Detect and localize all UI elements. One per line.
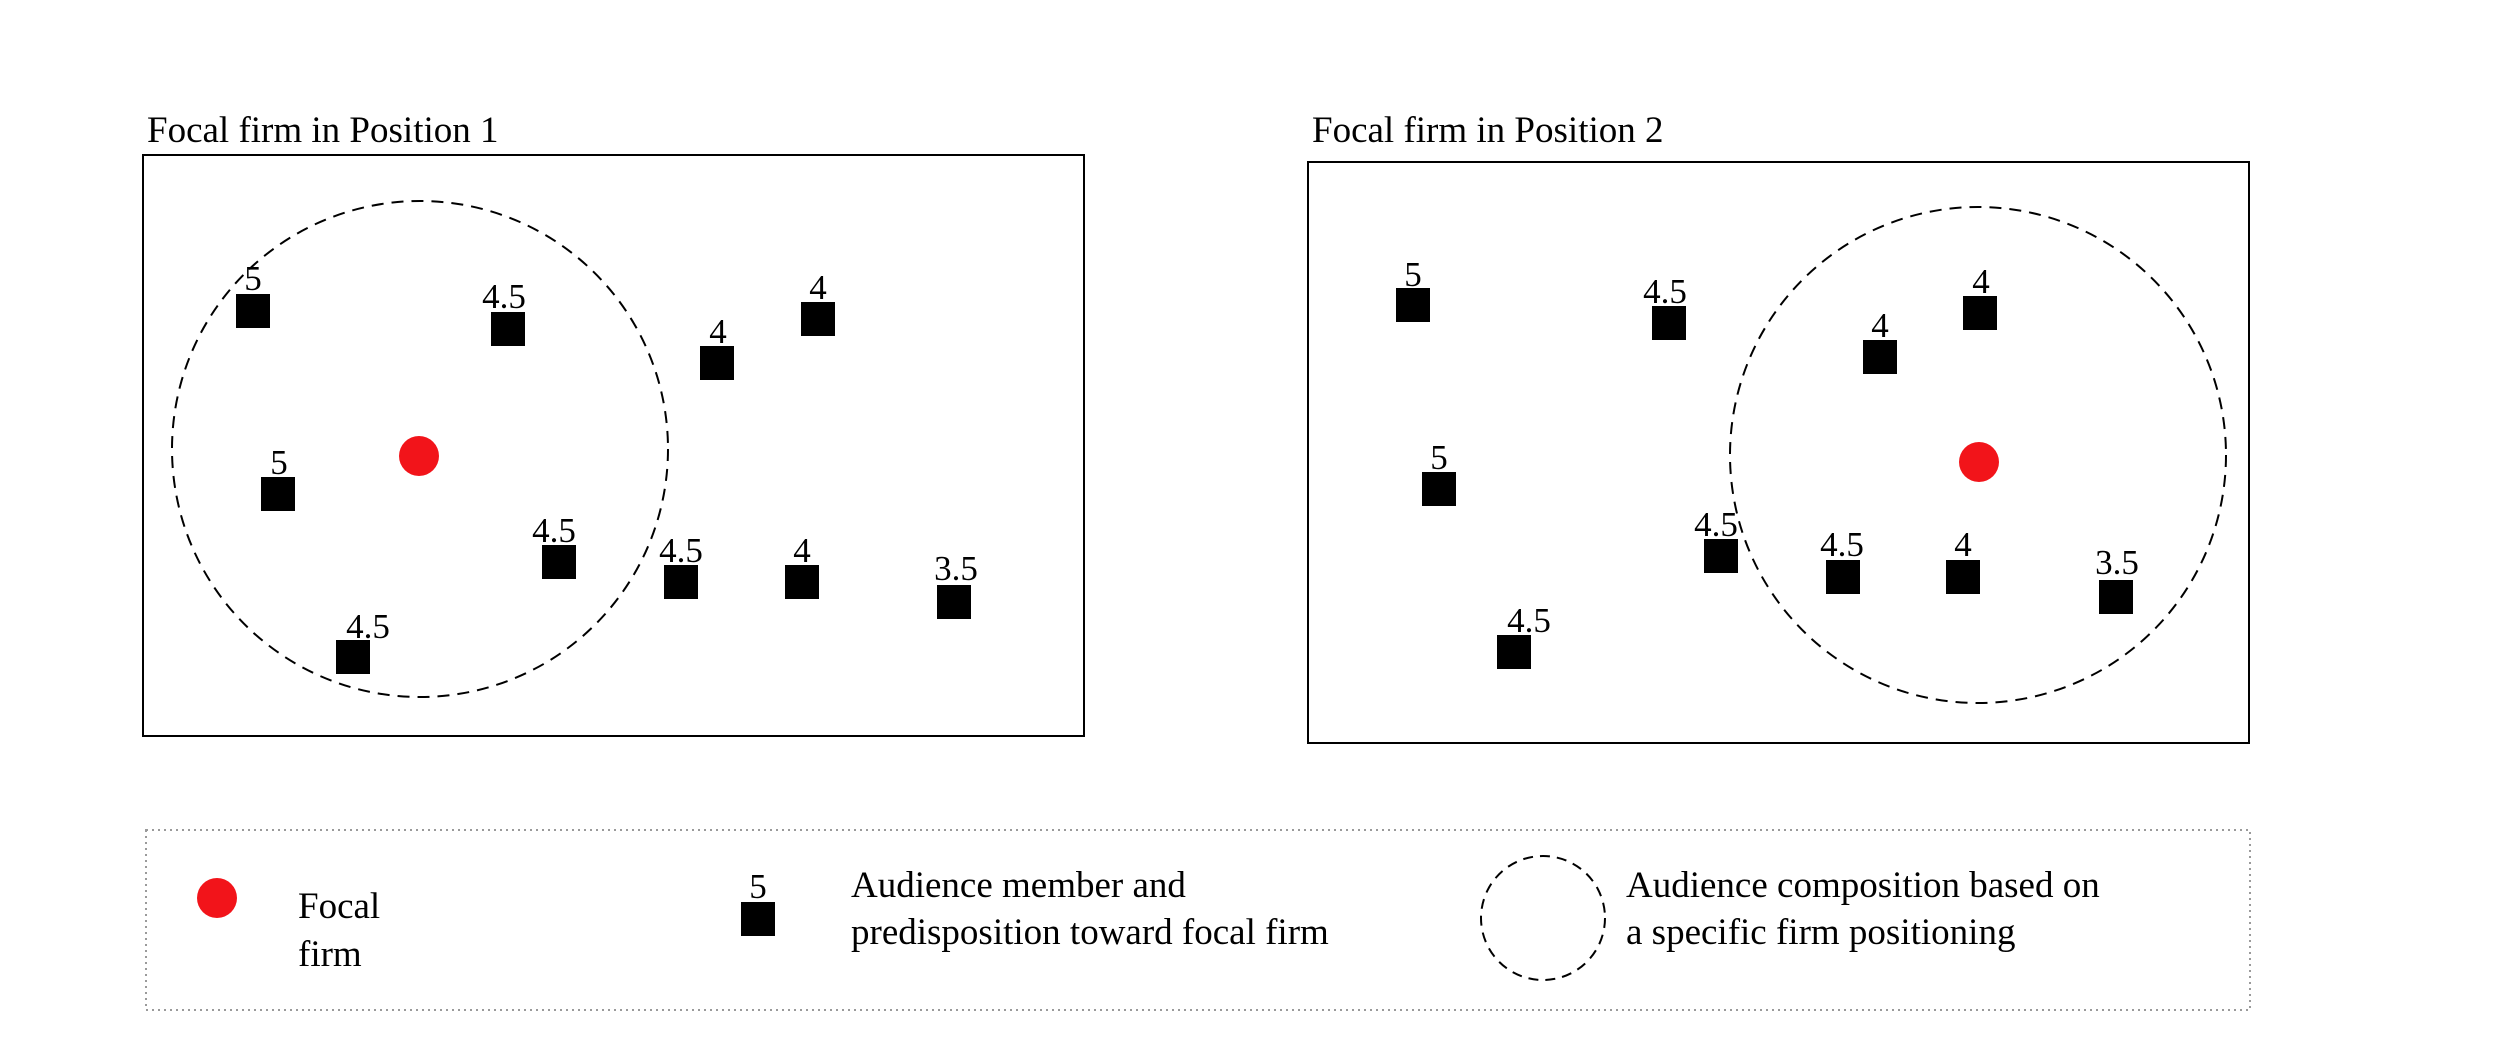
legend-focal-firm-swatch: [197, 878, 237, 918]
legend-focal-firm-label-line2: firm: [298, 934, 362, 975]
panel-2-audience-member: 3.5: [2095, 543, 2139, 614]
panel-1-focal-firm: [399, 436, 439, 476]
audience-member-label: 4.5: [1820, 525, 1864, 564]
audience-member-label: 4.5: [482, 277, 526, 316]
panel-2-title: Focal firm in Position 2: [1312, 110, 1664, 151]
panel-1-audience-member: 4.5: [532, 511, 576, 579]
legend-audience-composition-label-line1: Audience composition based on: [1626, 865, 2100, 906]
panel-1-audience-composition-circle: [171, 200, 669, 698]
panel-2-audience-member: 5: [1422, 438, 1456, 506]
audience-member-marker: [664, 565, 698, 599]
audience-member-label: 3.5: [2095, 543, 2139, 582]
legend-item-audience-composition: Audience composition based on a specific…: [1480, 855, 2100, 981]
panel-2-audience-member: 5: [1396, 255, 1430, 322]
legend-frame: [145, 829, 2251, 1011]
legend-item-audience-member: 5 Audience member and predisposition tow…: [741, 865, 1329, 953]
panel-position-2: Focal firm in Position 2 5 4.5 4 4 5 4.5: [1307, 110, 2250, 744]
panel-1-audience-member: 3.5: [934, 549, 978, 619]
audience-member-marker: [2099, 580, 2133, 614]
audience-member-marker: [1652, 306, 1686, 340]
audience-member-label: 4: [1972, 262, 1990, 301]
panel-2-audience-member: 4: [1863, 306, 1897, 374]
audience-member-marker: [1863, 340, 1897, 374]
audience-member-label: 5: [270, 443, 288, 482]
panel-1-audience-member: 5: [236, 259, 270, 328]
panel-2-audience-member: 4: [1946, 525, 1980, 594]
audience-member-label: 4: [1954, 525, 1972, 564]
panel-1-audience-member: 4: [785, 531, 819, 599]
legend: Focal firm 5 Audience member and predisp…: [145, 829, 2251, 1011]
panel-1-audience-member: 5: [261, 443, 295, 511]
panel-1-audience-member: 4: [801, 268, 835, 336]
panel-2-audience-member: 4.5: [1694, 505, 1738, 573]
audience-member-label: 3.5: [934, 549, 978, 588]
audience-member-label: 5: [244, 259, 262, 298]
audience-member-label: 4.5: [1694, 505, 1738, 544]
panel-1-audience-member: 4.5: [659, 531, 703, 599]
audience-member-marker: [937, 585, 971, 619]
panel-1-audience-member: 4: [700, 312, 734, 380]
legend-focal-firm-label-line1: Focal: [298, 886, 380, 927]
audience-member-marker: [542, 545, 576, 579]
audience-member-marker: [1946, 560, 1980, 594]
audience-member-label: 4.5: [1507, 601, 1551, 640]
panel-1-frame: [142, 154, 1085, 737]
legend-audience-member-label-line2: predisposition toward focal firm: [851, 912, 1329, 953]
audience-member-label: 4: [1871, 306, 1889, 345]
audience-member-marker: [1396, 288, 1430, 322]
audience-member-label: 4.5: [1643, 272, 1687, 311]
audience-member-label: 4: [709, 312, 727, 351]
audience-member-marker: [336, 640, 370, 674]
panel-1-audience-member: 4.5: [482, 277, 526, 346]
legend-audience-composition-swatch: [1480, 855, 1606, 981]
audience-member-marker: [700, 346, 734, 380]
audience-member-label: 4: [809, 268, 827, 307]
legend-audience-member-sample-label: 5: [749, 867, 767, 906]
panel-2-frame: [1307, 161, 2250, 744]
panel-1-audience-member: 4.5: [336, 607, 390, 674]
audience-member-marker: [801, 302, 835, 336]
legend-audience-member-swatch: [741, 902, 775, 936]
audience-member-marker: [1963, 296, 1997, 330]
audience-member-marker: [1704, 539, 1738, 573]
audience-member-label: 4: [793, 531, 811, 570]
audience-member-marker: [1422, 472, 1456, 506]
panel-2-audience-member: 4: [1963, 262, 1997, 330]
panel-2-audience-member: 4.5: [1497, 601, 1551, 669]
panel-2-audience-member: 4.5: [1643, 272, 1687, 340]
audience-member-marker: [1497, 635, 1531, 669]
audience-member-marker: [491, 312, 525, 346]
audience-member-marker: [261, 477, 295, 511]
panel-2-audience-composition-circle: [1729, 206, 2227, 704]
panel-2-audience-member: 4.5: [1820, 525, 1864, 594]
legend-audience-composition-label-line2: a specific firm positioning: [1626, 912, 2015, 953]
audience-member-label: 5: [1430, 438, 1448, 477]
panel-2-focal-firm: [1959, 442, 1999, 482]
panel-1-title: Focal firm in Position 1: [147, 110, 499, 151]
panel-position-1: Focal firm in Position 1 5 4.5 4 4 5 4.5: [142, 110, 1085, 737]
audience-member-label: 4.5: [346, 607, 390, 646]
audience-member-label: 4.5: [532, 511, 576, 550]
audience-member-marker: [236, 294, 270, 328]
audience-member-marker: [1826, 560, 1860, 594]
audience-member-label: 5: [1404, 255, 1422, 294]
legend-audience-member-label-line1: Audience member and: [851, 865, 1186, 906]
audience-member-label: 4.5: [659, 531, 703, 570]
legend-item-focal-firm: Focal firm: [197, 878, 380, 975]
audience-member-marker: [785, 565, 819, 599]
